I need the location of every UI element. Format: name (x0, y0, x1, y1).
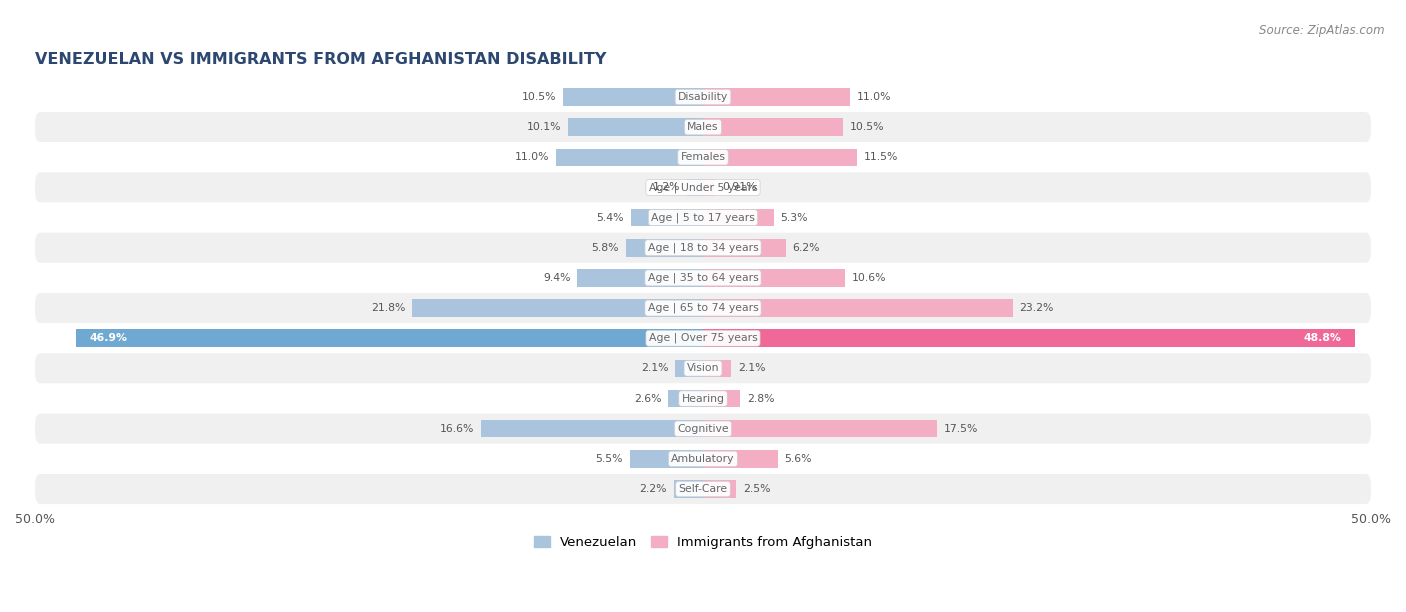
Text: 11.0%: 11.0% (515, 152, 550, 162)
Text: Age | Over 75 years: Age | Over 75 years (648, 333, 758, 343)
Bar (703, 480, 737, 498)
Text: Age | 35 to 64 years: Age | 35 to 64 years (648, 273, 758, 283)
Bar (703, 299, 1012, 317)
FancyBboxPatch shape (35, 444, 1371, 474)
Bar (703, 360, 731, 377)
FancyBboxPatch shape (35, 233, 1371, 263)
Text: 5.3%: 5.3% (780, 212, 808, 223)
Bar (76, 329, 703, 347)
Text: Disability: Disability (678, 92, 728, 102)
Text: 17.5%: 17.5% (943, 424, 977, 434)
FancyBboxPatch shape (35, 323, 1371, 353)
Text: 48.8%: 48.8% (1303, 334, 1341, 343)
Bar (703, 88, 851, 106)
Text: 2.5%: 2.5% (744, 484, 770, 494)
Bar (631, 209, 703, 226)
Text: 10.5%: 10.5% (522, 92, 555, 102)
Bar (703, 269, 845, 286)
Text: Males: Males (688, 122, 718, 132)
Text: 5.6%: 5.6% (785, 454, 813, 464)
Text: 10.5%: 10.5% (851, 122, 884, 132)
Text: 21.8%: 21.8% (371, 303, 405, 313)
Text: 0.91%: 0.91% (721, 182, 756, 192)
Text: 23.2%: 23.2% (1019, 303, 1054, 313)
Text: 5.5%: 5.5% (595, 454, 623, 464)
Text: 10.6%: 10.6% (851, 273, 886, 283)
FancyBboxPatch shape (35, 112, 1371, 142)
Text: Source: ZipAtlas.com: Source: ZipAtlas.com (1260, 24, 1385, 37)
Text: Vision: Vision (686, 364, 720, 373)
Text: 2.1%: 2.1% (738, 364, 765, 373)
Bar (562, 88, 703, 106)
Text: VENEZUELAN VS IMMIGRANTS FROM AFGHANISTAN DISABILITY: VENEZUELAN VS IMMIGRANTS FROM AFGHANISTA… (35, 52, 606, 67)
Bar (703, 209, 773, 226)
Text: 11.5%: 11.5% (863, 152, 897, 162)
Text: 9.4%: 9.4% (543, 273, 571, 283)
Text: Ambulatory: Ambulatory (671, 454, 735, 464)
Text: 16.6%: 16.6% (440, 424, 475, 434)
FancyBboxPatch shape (35, 173, 1371, 203)
FancyBboxPatch shape (35, 263, 1371, 293)
Text: 2.2%: 2.2% (640, 484, 666, 494)
Text: 6.2%: 6.2% (793, 243, 820, 253)
Text: Self-Care: Self-Care (679, 484, 727, 494)
Text: Cognitive: Cognitive (678, 424, 728, 434)
Bar (578, 269, 703, 286)
Bar (626, 239, 703, 256)
Bar (703, 390, 741, 408)
Text: Age | 65 to 74 years: Age | 65 to 74 years (648, 303, 758, 313)
Text: 2.6%: 2.6% (634, 394, 662, 403)
Bar (555, 149, 703, 166)
Bar (703, 450, 778, 468)
Text: 2.1%: 2.1% (641, 364, 668, 373)
Bar (412, 299, 703, 317)
FancyBboxPatch shape (35, 474, 1371, 504)
Bar (703, 118, 844, 136)
Text: Age | Under 5 years: Age | Under 5 years (648, 182, 758, 193)
Bar (481, 420, 703, 438)
Text: 46.9%: 46.9% (90, 334, 128, 343)
Bar (703, 179, 716, 196)
FancyBboxPatch shape (35, 293, 1371, 323)
Text: 5.4%: 5.4% (596, 212, 624, 223)
Bar (675, 360, 703, 377)
FancyBboxPatch shape (35, 142, 1371, 173)
Text: 11.0%: 11.0% (856, 92, 891, 102)
Bar (673, 480, 703, 498)
Bar (703, 149, 856, 166)
Text: Hearing: Hearing (682, 394, 724, 403)
Text: 1.2%: 1.2% (652, 182, 681, 192)
Bar (703, 420, 936, 438)
Bar (630, 450, 703, 468)
Text: Age | 18 to 34 years: Age | 18 to 34 years (648, 242, 758, 253)
Text: 10.1%: 10.1% (527, 122, 561, 132)
Legend: Venezuelan, Immigrants from Afghanistan: Venezuelan, Immigrants from Afghanistan (529, 531, 877, 554)
FancyBboxPatch shape (35, 82, 1371, 112)
FancyBboxPatch shape (35, 414, 1371, 444)
Bar (703, 239, 786, 256)
FancyBboxPatch shape (35, 384, 1371, 414)
Text: 5.8%: 5.8% (592, 243, 619, 253)
Text: Females: Females (681, 152, 725, 162)
Text: 2.8%: 2.8% (747, 394, 775, 403)
Text: Age | 5 to 17 years: Age | 5 to 17 years (651, 212, 755, 223)
Bar (688, 179, 703, 196)
Bar (568, 118, 703, 136)
FancyBboxPatch shape (35, 203, 1371, 233)
Bar (703, 329, 1355, 347)
Bar (668, 390, 703, 408)
FancyBboxPatch shape (35, 353, 1371, 384)
